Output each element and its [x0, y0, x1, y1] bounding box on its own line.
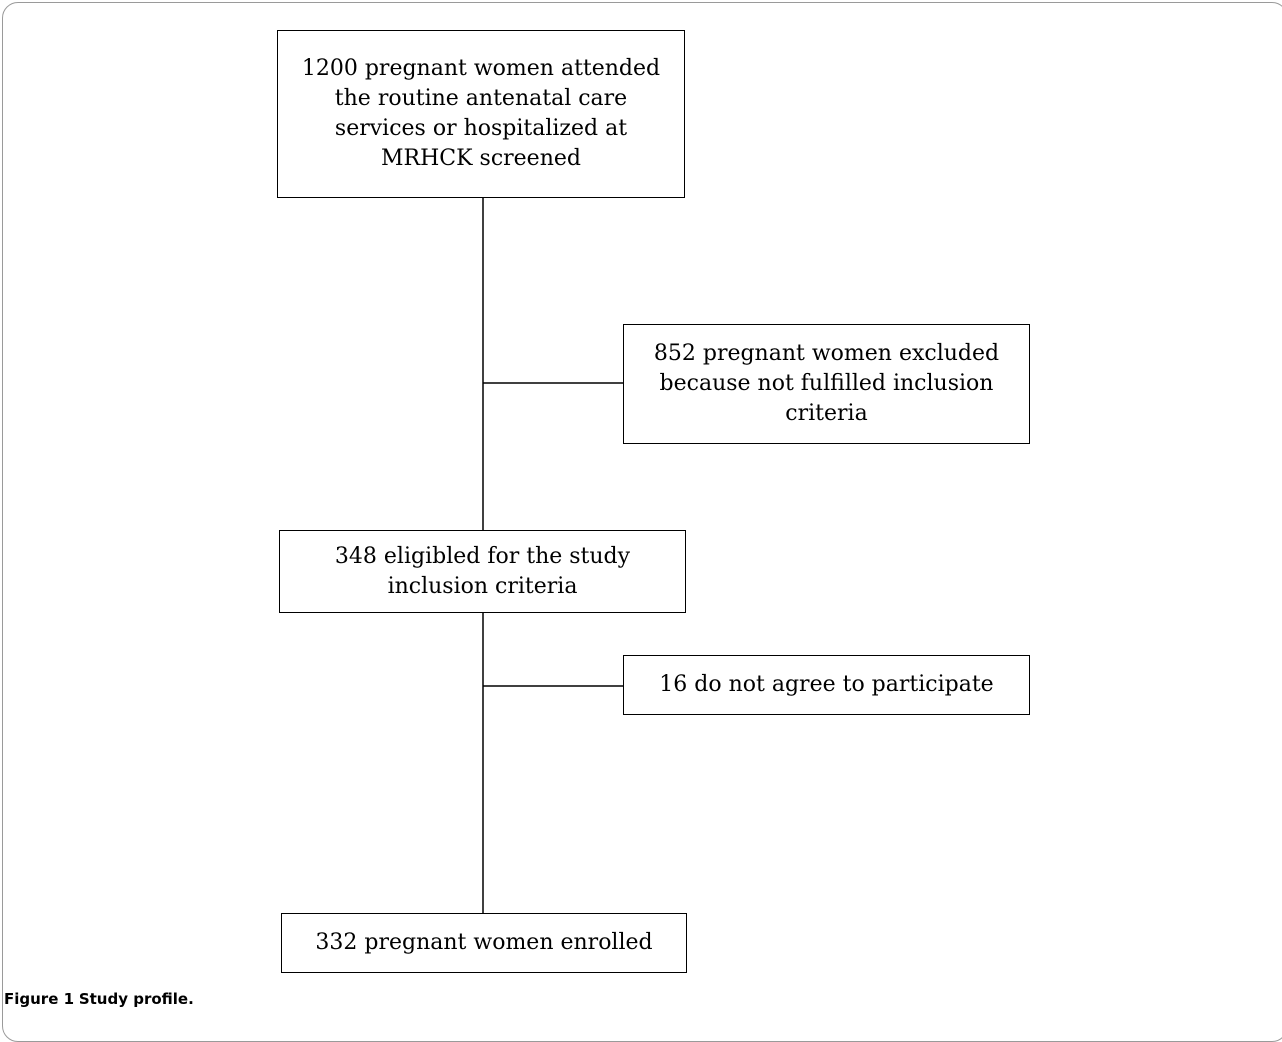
box-excluded: 852 pregnant women excluded because not …: [623, 324, 1030, 444]
figure-caption: Figure 1 Study profile.: [4, 990, 194, 1008]
box-enrolled: 332 pregnant women enrolled: [281, 913, 687, 973]
box-eligible: 348 eligibled for the study inclusion cr…: [279, 530, 686, 613]
box-declined-text: 16 do not agree to participate: [659, 672, 994, 697]
box-declined: 16 do not agree to participate: [623, 655, 1030, 715]
box-enrolled-text: 332 pregnant women enrolled: [315, 930, 653, 955]
caption-text: Study profile.: [78, 990, 194, 1008]
caption-label: Figure 1: [4, 990, 75, 1008]
flow-connectors: [482, 198, 623, 913]
box-screened: 1200 pregnant women attended the routine…: [277, 30, 685, 198]
box-eligible-text: 348 eligibled for the study inclusion cr…: [334, 543, 631, 599]
box-excluded-text: 852 pregnant women excluded because not …: [653, 341, 1000, 426]
box-screened-text: 1200 pregnant women attended the routine…: [301, 56, 661, 171]
